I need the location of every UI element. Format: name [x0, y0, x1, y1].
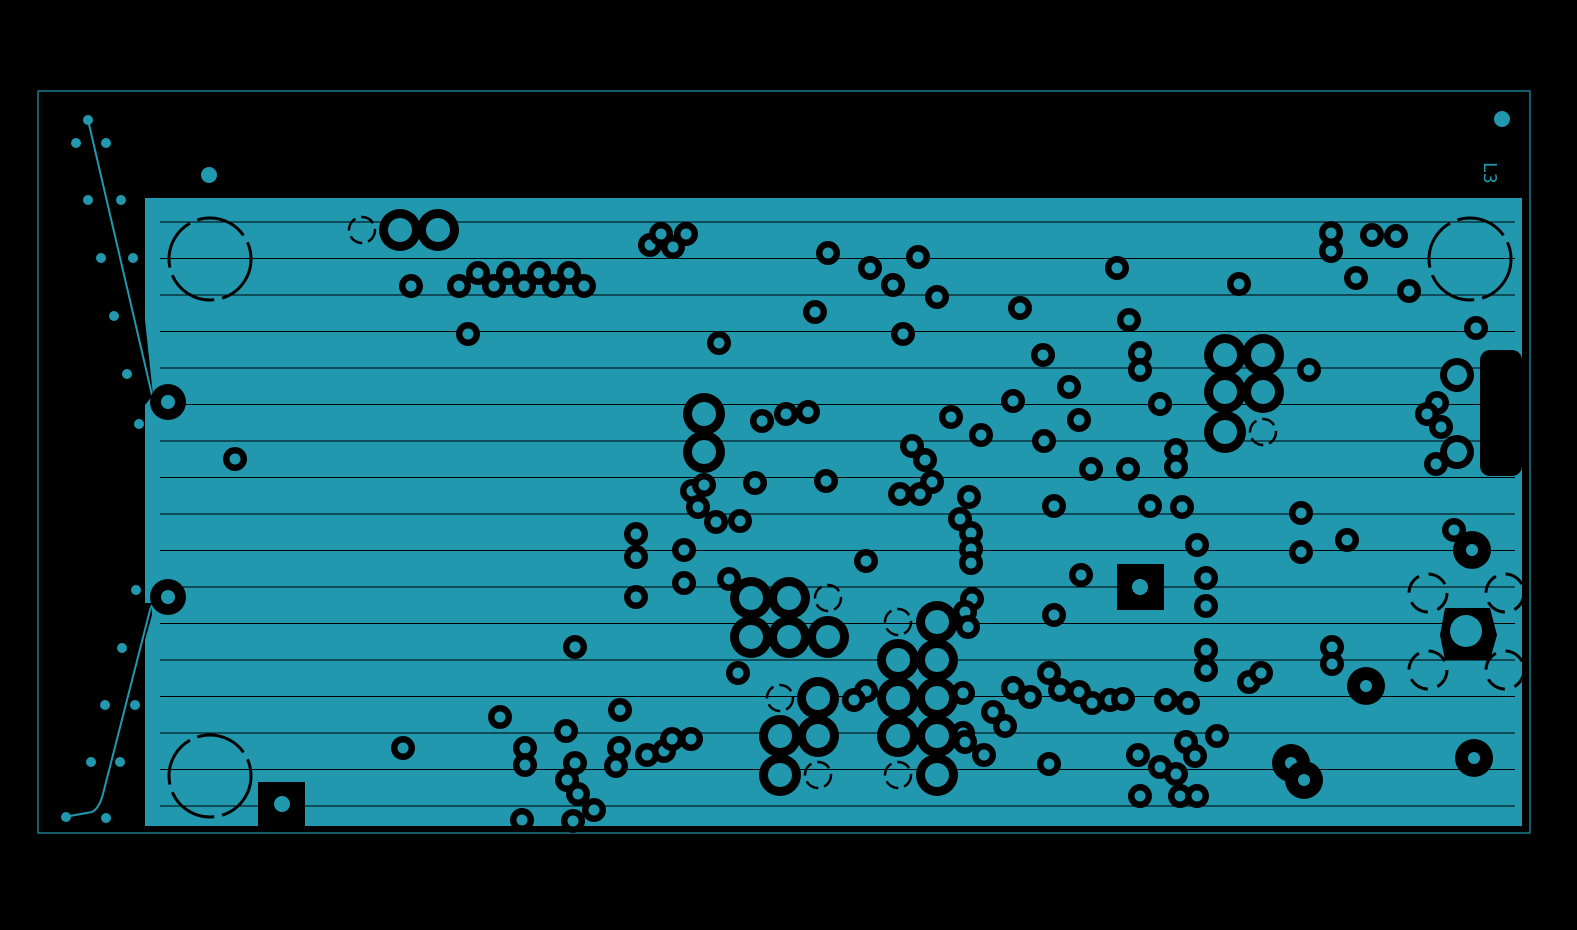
- square-pad: [1117, 564, 1164, 610]
- layer-label: L3: [1479, 162, 1500, 184]
- left-edge-pads: [150, 384, 186, 615]
- mounting-holes: [167, 216, 1513, 819]
- board-outline: [37, 90, 1531, 834]
- left-vias: [61, 111, 1510, 823]
- copper-pour: [145, 198, 1522, 826]
- cutout-pad: [274, 796, 290, 812]
- via-clearances: [223, 209, 1493, 833]
